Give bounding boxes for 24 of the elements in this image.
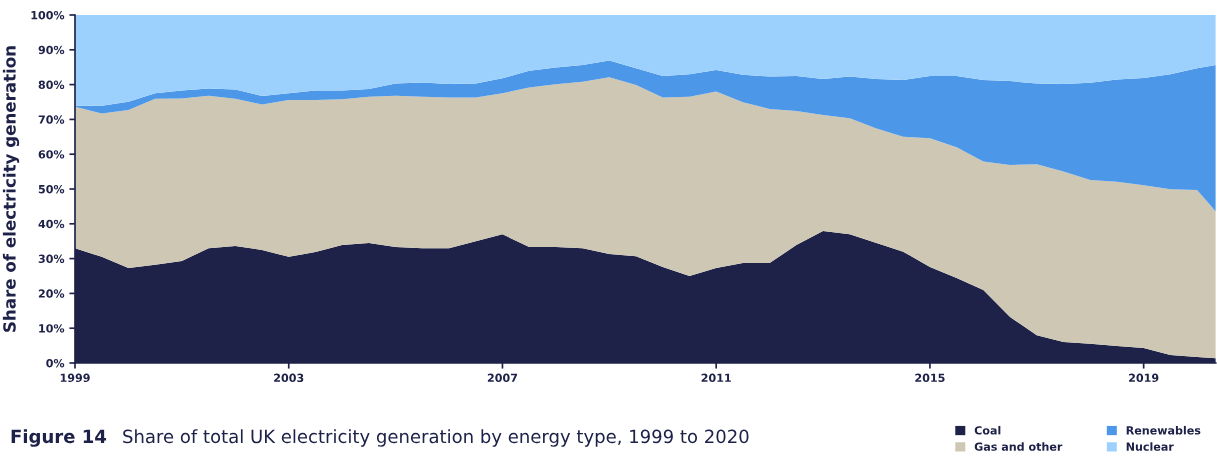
legend-label: Gas and other	[974, 442, 1063, 451]
y-tick-label: 0%	[46, 358, 65, 368]
x-tick-label: 2007	[487, 373, 518, 383]
x-tick-label: 2019	[1129, 373, 1159, 383]
x-tick-label: 2015	[915, 373, 945, 383]
y-tick-label: 20%	[38, 289, 65, 298]
y-tick-label: 70%	[38, 115, 65, 124]
y-tick-label: 100%	[31, 10, 65, 20]
y-tick-label: 10%	[39, 324, 65, 333]
y-tick-label: 60%	[38, 150, 65, 159]
legend-label: Coal	[974, 425, 1001, 435]
y-tick-label: 30%	[38, 254, 65, 263]
text: Share of total UK electricity generation by energy type, 1999 to 2020	[123, 429, 749, 447]
legend-label: Nuclear	[1126, 442, 1174, 451]
x-tick-label: 1999	[60, 373, 90, 383]
x-tick-label: 2003	[274, 373, 304, 383]
legend-label: Renewables	[1126, 425, 1201, 435]
x-tick-label: 2011	[701, 373, 731, 383]
y-tick-label: 90%	[38, 45, 65, 55]
y-tick-label: 40%	[38, 219, 65, 229]
y-tick-label: 50%	[38, 184, 65, 194]
y-tick-label: 80%	[38, 80, 65, 89]
y-axis-title: Share of electricity generation	[2, 46, 20, 332]
text: Figure 14	[11, 429, 107, 447]
